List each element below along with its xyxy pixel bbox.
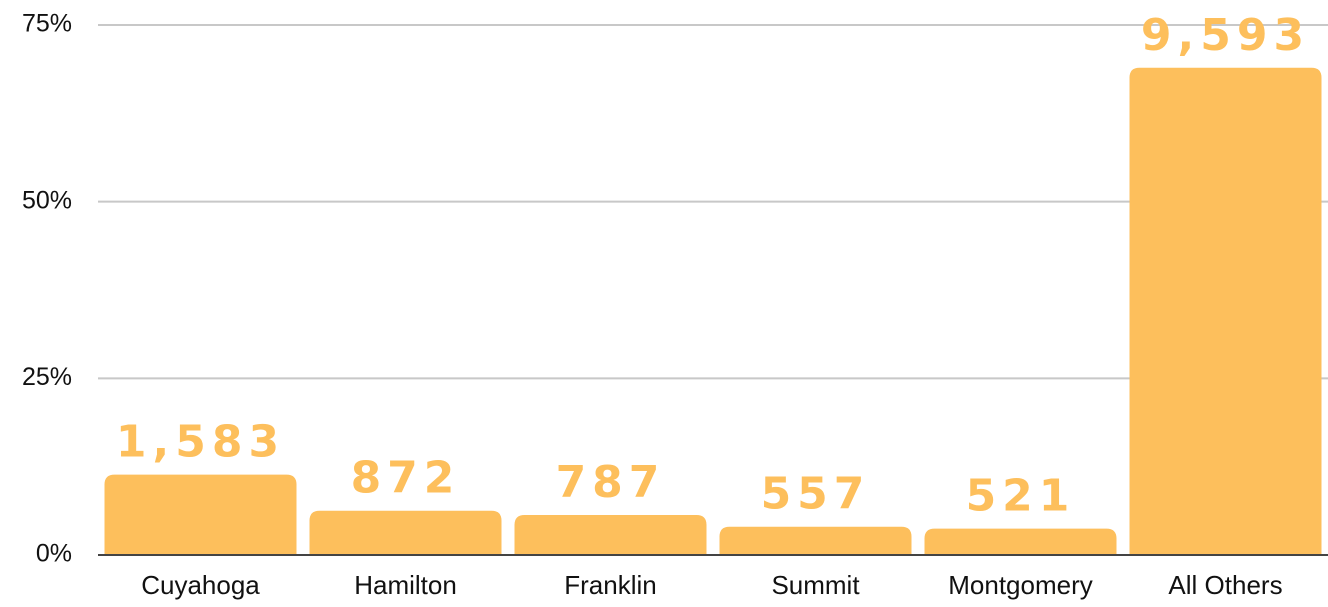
data-label: 9,593 [1141, 10, 1310, 61]
x-tick-label: Montgomery [948, 570, 1093, 600]
bar [924, 528, 1117, 555]
x-tick-label: Franklin [564, 570, 656, 600]
data-label: 557 [761, 469, 871, 520]
y-tick-label: 50% [22, 186, 72, 214]
data-label: 1,583 [116, 417, 285, 468]
x-tick-label: Summit [771, 570, 860, 600]
bar [104, 474, 297, 555]
x-tick-label: All Others [1168, 570, 1282, 600]
x-tick-label: Hamilton [354, 570, 457, 600]
y-tick-label: 25% [22, 363, 72, 391]
bar [1129, 67, 1322, 556]
bar [719, 526, 912, 555]
data-label: 521 [966, 471, 1076, 522]
data-label: 787 [556, 457, 666, 508]
data-label: 872 [351, 453, 461, 504]
bar [514, 515, 707, 555]
x-tick-label: Cuyahoga [141, 570, 260, 600]
y-tick-label: 75% [22, 10, 72, 38]
bar [309, 510, 502, 555]
y-tick-label: 0% [36, 540, 72, 568]
